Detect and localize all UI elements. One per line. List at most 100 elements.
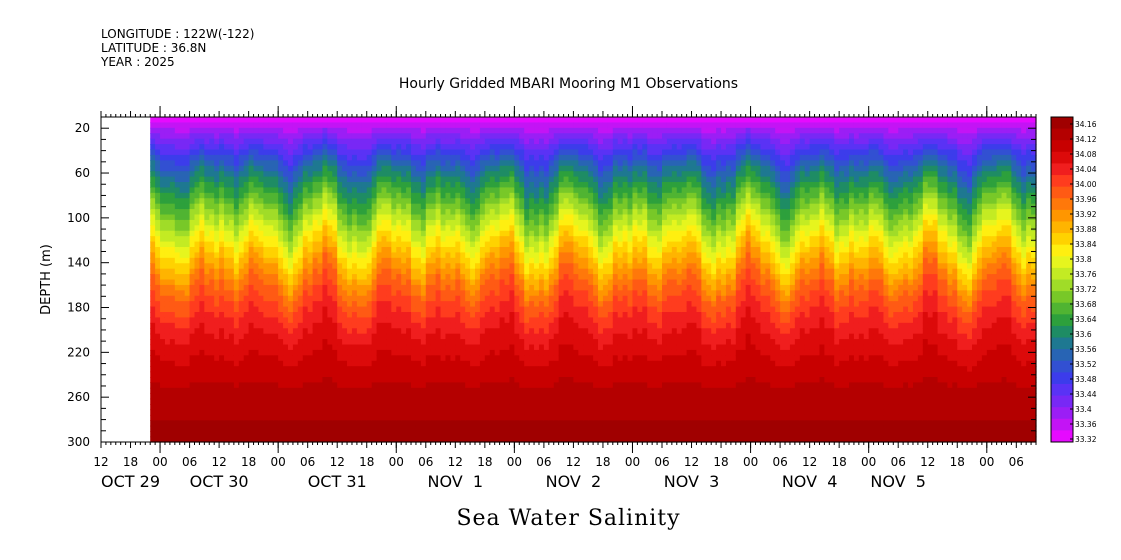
heatmap-cell	[504, 198, 511, 205]
heatmap-cell	[322, 317, 328, 324]
heatmap-cell	[440, 328, 447, 335]
heatmap-cell	[475, 366, 481, 373]
heatmap-cell	[484, 284, 491, 291]
heatmap-cell	[327, 306, 333, 313]
heatmap-cell	[356, 339, 363, 346]
heatmap-cell	[494, 252, 501, 259]
heatmap-cell	[322, 404, 328, 411]
heatmap-cell	[268, 360, 274, 367]
heatmap-cell	[470, 366, 476, 373]
heatmap-cell	[465, 149, 471, 156]
heatmap-cell	[233, 333, 240, 340]
heatmap-cell	[529, 203, 535, 210]
heatmap-cell	[219, 290, 225, 297]
heatmap-cell	[160, 290, 166, 297]
heatmap-cell	[489, 187, 496, 194]
heatmap-cell	[445, 241, 451, 248]
heatmap-cell	[475, 214, 481, 221]
heatmap-cell	[396, 182, 402, 189]
heatmap-cell	[499, 393, 506, 400]
heatmap-cell	[445, 274, 451, 281]
heatmap-cell	[342, 165, 348, 172]
heatmap-cell	[534, 144, 540, 151]
heatmap-cell	[150, 436, 156, 443]
heatmap-cell	[534, 192, 540, 199]
heatmap-cell	[440, 420, 447, 427]
heatmap-cell	[460, 360, 466, 367]
heatmap-cell	[337, 149, 343, 156]
heatmap-cell	[204, 377, 210, 384]
heatmap-cell	[465, 393, 471, 400]
heatmap-cell	[228, 312, 235, 319]
heatmap-cell	[529, 138, 535, 145]
heatmap-cell	[351, 214, 358, 221]
heatmap-cell	[164, 393, 171, 400]
heatmap-cell	[543, 165, 550, 172]
heatmap-cell	[322, 420, 328, 427]
heatmap-cell	[396, 284, 402, 291]
heatmap-cell	[391, 312, 397, 319]
heatmap-cell	[401, 284, 407, 291]
heatmap-cell	[420, 425, 427, 432]
heatmap-cell	[342, 425, 348, 432]
heatmap-cell	[484, 144, 491, 151]
heatmap-cell	[258, 328, 264, 335]
heatmap-cell	[406, 122, 412, 129]
heatmap-cell	[214, 420, 220, 427]
heatmap-cell	[302, 322, 309, 329]
heatmap-cell	[253, 436, 260, 443]
heatmap-cell	[391, 138, 397, 145]
heatmap-cell	[499, 322, 506, 329]
heatmap-cell	[332, 165, 338, 172]
heatmap-cell	[401, 301, 407, 308]
heatmap-cell	[258, 317, 264, 324]
heatmap-cell	[184, 328, 191, 335]
heatmap-cell	[322, 290, 328, 297]
heatmap-cell	[174, 306, 181, 313]
heatmap-cell	[297, 398, 304, 405]
heatmap-cell	[371, 317, 378, 324]
heatmap-cell	[411, 165, 417, 172]
heatmap-cell	[342, 133, 348, 140]
heatmap-cell	[445, 306, 451, 313]
heatmap-cell	[396, 290, 402, 297]
heatmap-cell	[322, 219, 328, 226]
heatmap-cell	[243, 398, 250, 405]
heatmap-cell	[376, 133, 383, 140]
heatmap-cell	[435, 257, 442, 264]
heatmap-cell	[534, 436, 540, 443]
heatmap-cell	[342, 431, 348, 438]
heatmap-cell	[499, 133, 506, 140]
heatmap-cell	[411, 192, 417, 199]
heatmap-cell	[327, 436, 333, 443]
heatmap-cell	[150, 230, 156, 237]
heatmap-cell	[406, 187, 412, 194]
heatmap-cell	[430, 138, 437, 145]
heatmap-cell	[558, 138, 565, 145]
heatmap-cell	[347, 409, 353, 416]
heatmap-cell	[519, 328, 525, 335]
heatmap-cell	[219, 420, 225, 427]
heatmap-cell	[504, 144, 511, 151]
heatmap-cell	[425, 371, 432, 378]
heatmap-cell	[411, 263, 417, 270]
heatmap-cell	[489, 274, 496, 281]
heatmap-cell	[322, 127, 328, 134]
heatmap-cell	[189, 230, 196, 237]
heatmap-cell	[155, 366, 161, 373]
heatmap-cell	[327, 344, 333, 351]
heatmap-cell	[465, 398, 471, 405]
heatmap-cell	[273, 279, 279, 286]
heatmap-cell	[327, 176, 333, 183]
heatmap-cell	[292, 154, 299, 161]
heatmap-cell	[248, 344, 255, 351]
heatmap-cell	[268, 149, 274, 156]
heatmap-cell	[322, 436, 328, 443]
heatmap-cell	[401, 317, 407, 324]
heatmap-cell	[460, 431, 466, 438]
heatmap-cell	[484, 306, 491, 313]
heatmap-cell	[386, 366, 392, 373]
heatmap-cell	[484, 247, 491, 254]
heatmap-cell	[312, 344, 319, 351]
heatmap-cell	[228, 317, 235, 324]
